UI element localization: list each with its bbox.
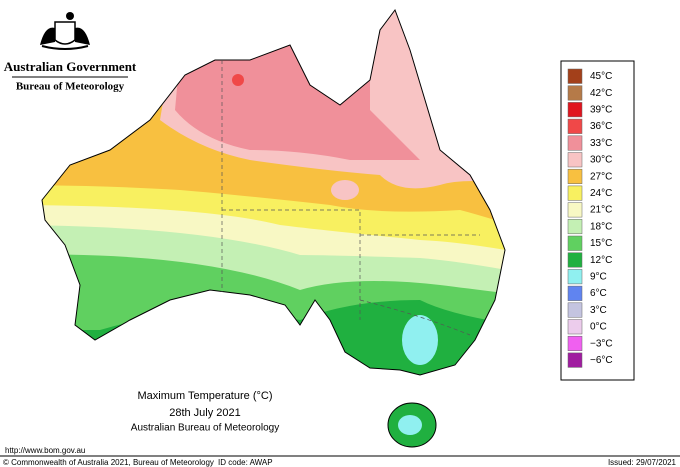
- legend-label: 15°C: [590, 238, 612, 249]
- legend-label: −3°C: [590, 338, 613, 349]
- legend-label: 18°C: [590, 221, 612, 232]
- legend: 45°C 42°C 39°C 36°C 33°C 30°C 27°C 24°C 21°C 18°C…: [567, 68, 613, 368]
- legend-swatch: [567, 152, 583, 168]
- legend-swatch: [567, 168, 583, 184]
- crest: [40, 12, 90, 50]
- legend-label: −6°C: [590, 355, 613, 366]
- legend-label: 36°C: [590, 121, 612, 132]
- legend-label: 27°C: [590, 171, 612, 182]
- legend-swatch: [567, 235, 583, 251]
- legend-label: 42°C: [590, 88, 612, 99]
- state-borders: [221, 60, 480, 336]
- legend-label: 21°C: [590, 205, 612, 216]
- coastline: [387, 402, 437, 448]
- legend-label: 9°C: [590, 272, 607, 283]
- footer-issued: Issued: 29/07/2021: [608, 458, 677, 467]
- coastline: [41, 8, 506, 376]
- band: [331, 180, 359, 200]
- legend-swatch: [567, 352, 583, 368]
- footer-url: http://www.bom.gov.au: [5, 446, 85, 455]
- legend-swatch: [567, 302, 583, 318]
- legend-label: 12°C: [590, 255, 612, 266]
- legend-swatch: [567, 219, 583, 235]
- legend-label: 6°C: [590, 288, 607, 299]
- legend-swatch: [567, 285, 583, 301]
- legend-swatch: [567, 269, 583, 285]
- legend-swatch: [567, 319, 583, 335]
- footer-id: ID code: AWAP: [218, 458, 273, 467]
- legend-label: 45°C: [590, 71, 612, 82]
- legend-label: 30°C: [590, 155, 612, 166]
- legend-swatch: [567, 102, 583, 118]
- legend-swatch: [567, 85, 583, 101]
- caption-source: Australian Bureau of Meteorology: [131, 423, 279, 434]
- legend-swatch: [567, 202, 583, 218]
- legend-label: 0°C: [590, 322, 607, 333]
- caption-title: Maximum Temperature (°C): [137, 390, 272, 402]
- legend-swatch: [567, 118, 583, 134]
- legend-label: 3°C: [590, 305, 607, 316]
- band: [398, 415, 422, 435]
- band: [232, 74, 244, 86]
- legend-swatch: [567, 252, 583, 268]
- legend-swatch: [567, 135, 583, 151]
- legend-label: 24°C: [590, 188, 612, 199]
- legend-label: 33°C: [590, 138, 612, 149]
- legend-swatch: [567, 68, 583, 84]
- caption-date: 28th July 2021: [169, 407, 241, 419]
- legend-swatch: [567, 335, 583, 351]
- band: [402, 315, 438, 365]
- legend-swatch: [567, 185, 583, 201]
- bureau-name: Bureau of Meteorology: [16, 81, 125, 93]
- footer-copyright: © Commonwealth of Australia 2021, Bureau…: [3, 458, 214, 467]
- legend-label: 39°C: [590, 105, 612, 116]
- government-name: Australian Government: [4, 59, 137, 74]
